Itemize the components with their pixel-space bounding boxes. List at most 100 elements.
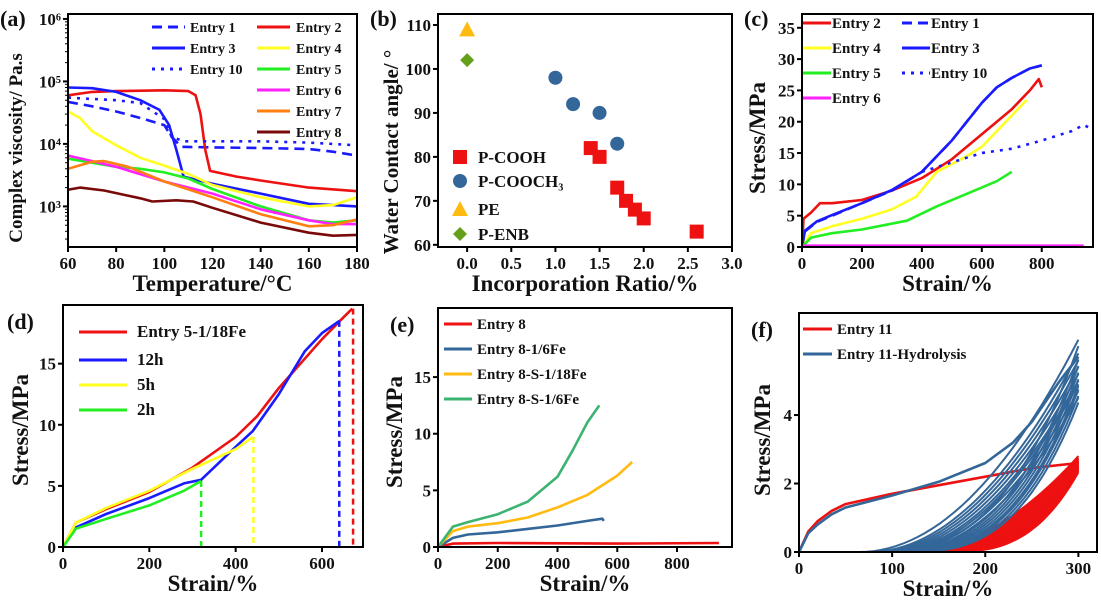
y-tick-label: 70 (414, 192, 431, 211)
legend-item: Entry 4 (257, 42, 342, 57)
series-entry-3-line (68, 86, 357, 208)
data-point-p-enb (460, 53, 475, 68)
x-tick-label: 0.0 (457, 254, 478, 273)
y-axis-title: Stress/MPa (382, 376, 407, 489)
y-axis-title: Complex viscosity/ Pa.s (6, 53, 27, 242)
legend-item: Entry 6 (257, 84, 342, 99)
y-tick-label: 35 (778, 19, 795, 38)
legend-item: Entry 5 (803, 66, 881, 82)
series-entry-8-line (438, 541, 719, 547)
panel-label: (f) (751, 317, 773, 342)
series-entry-2-line (802, 77, 1044, 247)
series-entry-10-line (68, 96, 357, 147)
x-tick-label: 180 (344, 254, 370, 273)
legend-label: 2h (137, 400, 156, 419)
panel-a: 60 80 100 120 140 160 180 10³ 10⁴ 10⁵ 10⁶ Temperatu… (0, 6, 370, 296)
legend-label: P-COOCH₃ (478, 172, 563, 191)
series-entry-4-line (68, 110, 357, 208)
legend-marker (452, 201, 468, 216)
plot-area (802, 64, 1091, 247)
y-tick-label: 25 (778, 81, 795, 100)
legend-item: Entry 5 (257, 63, 342, 78)
legend-label: P-COOH (478, 148, 546, 167)
y-tick-label: 10⁶ (39, 10, 61, 29)
y-tick-label: 15 (778, 144, 795, 163)
x-tick-label: 400 (909, 254, 935, 273)
series-entry-8-s-1-18fe-line (438, 461, 634, 547)
y-tick-label: 4 (784, 406, 793, 425)
y-tick-label: 5 (423, 481, 432, 500)
axes-frame (62, 304, 364, 548)
x-tick-label: 160 (296, 254, 322, 273)
data-point-p-cooh (636, 211, 651, 226)
legend: Entry 1 Entry 2 Entry 3 Entry 4 Entry 10 Entr… (152, 21, 342, 141)
x-tick-label: 120 (200, 254, 226, 273)
axes-frame (437, 13, 733, 248)
legend-item: Entry 2 (257, 21, 342, 36)
x-tick-label: 3.0 (721, 254, 742, 273)
legend-label: Entry 5 (296, 63, 342, 78)
x-tick-label: 100 (152, 254, 178, 273)
panel-label: (d) (7, 309, 34, 334)
legend: Entry 2 Entry 1 Entry 4 Entry 3 Entry 5 Entry… (803, 16, 987, 107)
series-entry-8-line (68, 186, 357, 237)
y-tick-label: 0 (423, 538, 432, 557)
legend-item: Entry 5-1/18Fe (79, 322, 247, 341)
series-entry-6-line (68, 154, 357, 226)
legend-label: Entry 6 (296, 84, 342, 99)
y-tick-label: 0 (48, 538, 57, 557)
x-tick-label: 0 (434, 554, 443, 573)
axes-frame (798, 312, 1098, 553)
panel-b: 0.0 0.5 1.0 1.5 2.0 2.5 3.0 60 70 80 90 100 110 Incor… (370, 6, 743, 296)
x-tick-label: 400 (223, 554, 249, 573)
series-entry-10-line (921, 123, 1091, 174)
series-12h-line (63, 319, 341, 547)
legend-label: 12h (137, 350, 164, 369)
x-tick-label: 600 (969, 254, 995, 273)
panel-d: 0 200 400 600 0 5 10 15 Strain/% Stress/MPa (d) Ent… (7, 304, 364, 596)
x-tick-label: 200 (849, 254, 875, 273)
legend-item: P-COOCH₃ (453, 172, 563, 191)
plot-area (459, 21, 704, 239)
x-tick-label: 600 (309, 554, 335, 573)
x-axis-title: Strain/% (540, 571, 631, 596)
series-entry-5-1-18fe-line (63, 307, 354, 547)
legend-item: P-COOH (453, 148, 546, 167)
series-entry-1-line (68, 100, 357, 157)
x-tick-label: 2.0 (633, 254, 654, 273)
legend-item: 5h (79, 375, 156, 394)
panel-label: (a) (0, 6, 26, 31)
legend-label: 5h (137, 375, 156, 394)
legend-label: Entry 11-Hydrolysis (837, 347, 966, 363)
legend-item: Entry 10 (902, 66, 987, 82)
plot-area (63, 307, 355, 547)
legend-item: Entry 4 (803, 41, 881, 57)
data-point-p-cooh (610, 180, 625, 195)
series-2h-line (63, 479, 202, 547)
x-axis-title: Strain/% (902, 271, 993, 296)
legend: Entry 8 Entry 8-1/6Fe Entry 8-S-1/18Fe Entr… (444, 317, 587, 408)
legend-label: Entry 8 (296, 126, 342, 141)
plot-area (799, 339, 1080, 552)
panel-e: 0 200 400 600 800 0 5 10 15 Strain/% Stress/MPa (e)… (382, 307, 733, 596)
x-axis-title: Incorporation Ratio/% (472, 271, 699, 296)
legend-label: Entry 10 (190, 63, 243, 78)
x-tick-label: 0.5 (501, 254, 522, 273)
y-tick-label: 90 (414, 104, 431, 123)
x-axis-title: Strain/% (903, 576, 994, 601)
panel-c: 0 200 400 600 800 0 5 10 15 20 25 30 35 Strain/% Stres… (744, 6, 1094, 296)
legend-label: Entry 3 (190, 42, 236, 57)
y-tick-label: 10⁴ (39, 135, 61, 154)
legend-item: Entry 3 (152, 42, 236, 57)
legend-label: Entry 7 (296, 105, 342, 120)
data-point-p-cooch- (548, 70, 563, 85)
plot-area (438, 404, 719, 547)
legend-label: Entry 4 (832, 41, 881, 57)
y-tick-label: 5 (48, 477, 57, 496)
legend-label: PE (478, 200, 500, 219)
legend-item: Entry 8 (444, 317, 526, 333)
x-axis-title: Strain/% (168, 571, 259, 596)
legend-label: Entry 3 (931, 41, 980, 57)
